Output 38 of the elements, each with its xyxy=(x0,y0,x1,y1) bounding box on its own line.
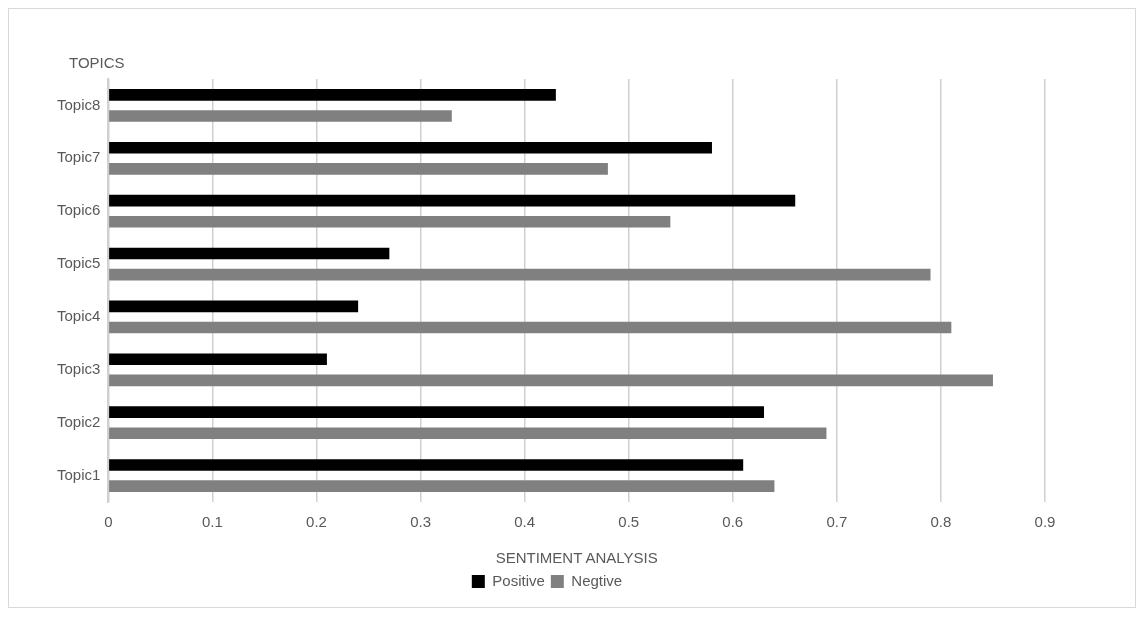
x-tick-label: 0.6 xyxy=(722,513,744,531)
legend-label: Positive xyxy=(492,571,545,589)
bar xyxy=(109,89,556,101)
x-tick-label: 0.1 xyxy=(202,513,223,531)
bar xyxy=(109,268,931,281)
bar xyxy=(109,141,712,154)
x-tick-label: 0.4 xyxy=(514,513,536,531)
legend-label: Negtive xyxy=(571,571,623,589)
y-tick-label: Topic1 xyxy=(57,465,101,483)
bar xyxy=(109,321,952,334)
x-tick-label: 0.8 xyxy=(930,513,952,531)
bar xyxy=(109,406,765,418)
y-tick-label: Topic4 xyxy=(57,307,101,325)
y-tick-label: Topic8 xyxy=(57,95,101,113)
y-tick-label: Topic3 xyxy=(57,359,101,377)
x-tick-label: 0.9 xyxy=(1034,513,1056,531)
bar xyxy=(109,480,775,492)
x-tick-label: 0.3 xyxy=(410,513,431,531)
x-tick-label: 0.2 xyxy=(306,513,327,531)
y-tick-label: Topic6 xyxy=(57,201,101,219)
bar xyxy=(109,194,796,207)
y-tick-label: Topic2 xyxy=(57,412,101,430)
x-axis-title: SENTIMENT ANALYSIS xyxy=(495,549,658,567)
y-tick-label: Topic5 xyxy=(57,254,101,272)
bar xyxy=(109,459,744,471)
bar xyxy=(109,300,359,313)
bar xyxy=(109,427,827,440)
x-tick-label: 0 xyxy=(104,513,113,531)
bar xyxy=(109,353,327,366)
y-axis-title: TOPICS xyxy=(69,53,125,71)
bar xyxy=(109,215,671,228)
bar xyxy=(109,247,390,260)
bar xyxy=(109,374,993,387)
x-tick-label: 0.7 xyxy=(826,513,848,531)
x-tick-label: 0.5 xyxy=(618,513,640,531)
bar xyxy=(109,110,452,122)
y-tick-label: Topic7 xyxy=(57,148,101,166)
bar xyxy=(109,163,608,175)
